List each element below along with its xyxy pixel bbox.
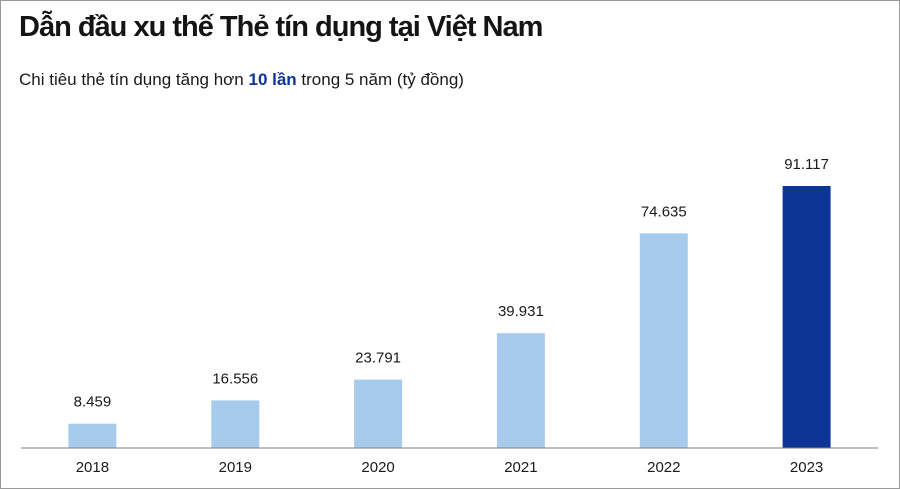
value-label-2019: 16.556 (212, 370, 258, 387)
value-label-2021: 39.931 (498, 303, 544, 320)
value-label-2020: 23.791 (355, 350, 401, 367)
chart-subtitle: Chi tiêu thẻ tín dụng tăng hơn 10 lần tr… (19, 70, 464, 90)
value-labels-group: 8.459 16.556 23.791 39.931 74.635 91.117 (74, 156, 829, 411)
tick-labels-group: 2018 2019 2020 2021 2022 2023 (76, 459, 824, 476)
bar-2020 (354, 379, 403, 448)
x-tick-label-2023: 2023 (790, 459, 823, 476)
value-label-2022: 74.635 (641, 203, 687, 220)
x-tick-label-2020: 2020 (361, 459, 394, 476)
bar-2018 (68, 423, 117, 448)
subtitle-text-before: Chi tiêu thẻ tín dụng tăng hơn (19, 70, 249, 89)
subtitle-text-after: trong 5 năm (tỷ đồng) (296, 70, 464, 89)
x-tick-label-2021: 2021 (504, 459, 537, 476)
x-tick-label-2022: 2022 (647, 459, 680, 476)
bar-2023 (782, 186, 831, 448)
bars-group (68, 186, 831, 448)
value-label-2023: 91.117 (784, 156, 829, 173)
value-label-2018: 8.459 (74, 394, 112, 411)
bar-2021 (496, 333, 545, 448)
bar-2019 (211, 400, 260, 448)
x-tick-label-2019: 2019 (219, 459, 252, 476)
bar-2022 (639, 233, 688, 448)
chart-title: Dẫn đầu xu thế Thẻ tín dụng tại Việt Nam (19, 11, 543, 43)
x-tick-label-2018: 2018 (76, 459, 109, 476)
subtitle-highlight: 10 lần (248, 70, 297, 89)
